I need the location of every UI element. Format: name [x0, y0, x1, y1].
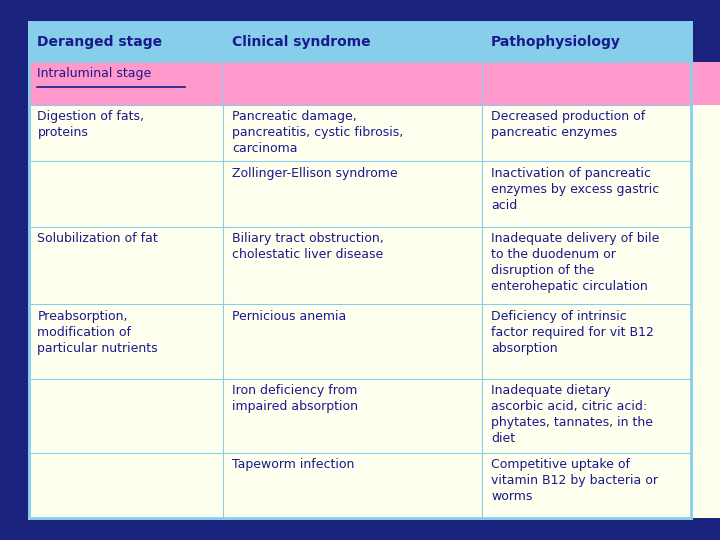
FancyBboxPatch shape — [223, 379, 482, 453]
Text: Pathophysiology: Pathophysiology — [491, 35, 621, 49]
FancyBboxPatch shape — [482, 379, 720, 453]
Text: Tapeworm infection: Tapeworm infection — [232, 458, 354, 471]
FancyBboxPatch shape — [482, 62, 720, 105]
FancyBboxPatch shape — [482, 161, 720, 227]
FancyBboxPatch shape — [223, 105, 482, 161]
Text: Inadequate dietary
ascorbic acid, citric acid:
phytates, tannates, in the
diet: Inadequate dietary ascorbic acid, citric… — [491, 384, 653, 445]
FancyBboxPatch shape — [223, 227, 482, 304]
FancyBboxPatch shape — [482, 227, 720, 304]
FancyBboxPatch shape — [482, 105, 720, 161]
Text: Decreased production of
pancreatic enzymes: Decreased production of pancreatic enzym… — [491, 110, 645, 139]
Text: Inactivation of pancreatic
enzymes by excess gastric
acid: Inactivation of pancreatic enzymes by ex… — [491, 167, 660, 212]
FancyBboxPatch shape — [29, 22, 691, 62]
Text: Inadequate delivery of bile
to the duodenum or
disruption of the
enterohepatic c: Inadequate delivery of bile to the duode… — [491, 232, 660, 293]
FancyBboxPatch shape — [29, 227, 223, 304]
Text: Clinical syndrome: Clinical syndrome — [232, 35, 371, 49]
Text: Pernicious anemia: Pernicious anemia — [232, 309, 346, 322]
FancyBboxPatch shape — [29, 453, 223, 518]
Text: Digestion of fats,
proteins: Digestion of fats, proteins — [37, 110, 145, 139]
FancyBboxPatch shape — [223, 453, 482, 518]
FancyBboxPatch shape — [29, 22, 691, 518]
FancyBboxPatch shape — [223, 304, 482, 379]
FancyBboxPatch shape — [29, 379, 223, 453]
Text: Biliary tract obstruction,
cholestatic liver disease: Biliary tract obstruction, cholestatic l… — [232, 232, 384, 261]
FancyBboxPatch shape — [29, 62, 223, 105]
Text: Zollinger-Ellison syndrome: Zollinger-Ellison syndrome — [232, 167, 397, 180]
Text: Pancreatic damage,
pancreatitis, cystic fibrosis,
carcinoma: Pancreatic damage, pancreatitis, cystic … — [232, 110, 403, 156]
FancyBboxPatch shape — [223, 161, 482, 227]
Text: Iron deficiency from
impaired absorption: Iron deficiency from impaired absorption — [232, 384, 358, 413]
FancyBboxPatch shape — [482, 304, 720, 379]
FancyBboxPatch shape — [29, 304, 223, 379]
FancyBboxPatch shape — [482, 453, 720, 518]
Text: Preabsorption,
modification of
particular nutrients: Preabsorption, modification of particula… — [37, 309, 158, 355]
FancyBboxPatch shape — [29, 105, 223, 161]
Text: Intraluminal stage: Intraluminal stage — [37, 68, 152, 80]
Text: Deficiency of intrinsic
factor required for vit B12
absorption: Deficiency of intrinsic factor required … — [491, 309, 654, 355]
Text: Solubilization of fat: Solubilization of fat — [37, 232, 158, 245]
Text: Competitive uptake of
vitamin B12 by bacteria or
worms: Competitive uptake of vitamin B12 by bac… — [491, 458, 658, 503]
Text: Deranged stage: Deranged stage — [37, 35, 163, 49]
FancyBboxPatch shape — [223, 62, 482, 105]
FancyBboxPatch shape — [29, 161, 223, 227]
